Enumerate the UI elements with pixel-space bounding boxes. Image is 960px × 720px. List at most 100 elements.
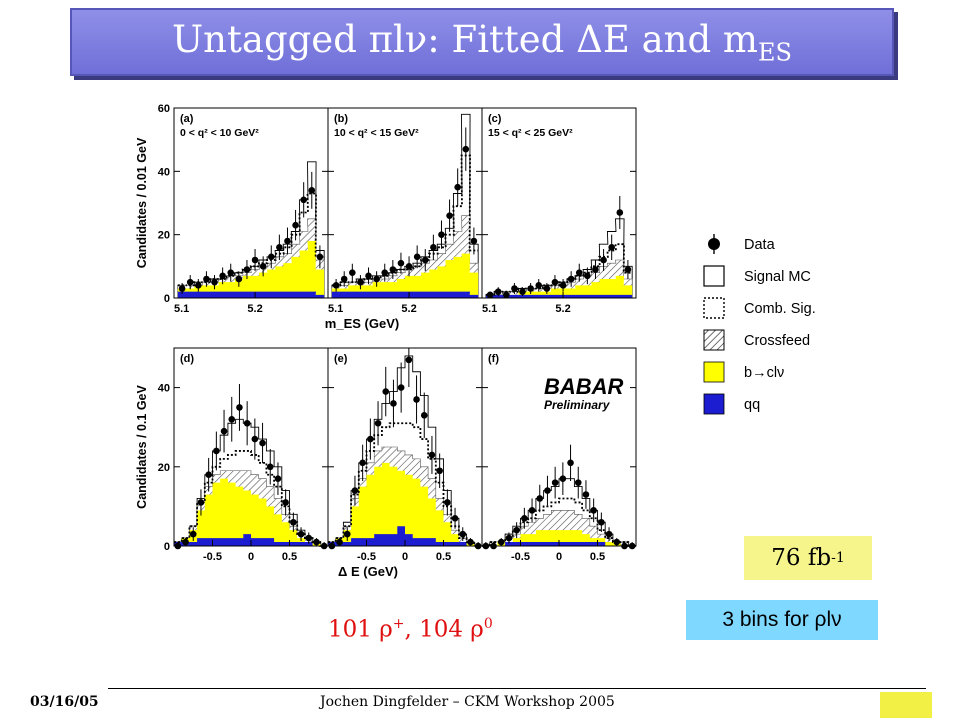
x-tick-label: 0 xyxy=(402,551,408,563)
data-point xyxy=(584,267,591,285)
title-banner: Untagged πlν: Fitted ΔE and mES xyxy=(70,8,894,76)
panel-label: (a) xyxy=(180,113,194,125)
data-point xyxy=(616,196,624,229)
data-point xyxy=(308,171,316,209)
panel-d: 0 20 40 -0.5 0 0.5 (d) xyxy=(158,347,329,563)
yield-rho-plus: 101 ρ xyxy=(328,616,393,643)
data-point xyxy=(613,538,621,546)
data-point xyxy=(205,457,212,492)
data-point xyxy=(543,283,551,294)
data-point xyxy=(438,220,445,249)
legend-item-cross: Crossfeed xyxy=(703,329,810,351)
data-point xyxy=(382,366,390,417)
luminosity-value: 76 fb xyxy=(771,545,832,571)
data-point xyxy=(197,489,205,516)
legend-item-signal: Signal MC xyxy=(703,265,811,287)
data-point xyxy=(336,538,343,546)
signal-mc-histogram xyxy=(331,113,479,299)
x-tick-label: 5.1 xyxy=(482,303,497,315)
data-point xyxy=(219,267,226,285)
data-point xyxy=(528,498,536,523)
comb-sig-histogram xyxy=(177,192,325,287)
data-point xyxy=(390,379,397,428)
data-point xyxy=(365,267,372,285)
data-point xyxy=(551,466,559,499)
data-point xyxy=(513,522,520,539)
data-point xyxy=(446,199,453,232)
data-point xyxy=(582,480,590,509)
data-point xyxy=(305,532,313,544)
comb-sig-histogram xyxy=(482,497,636,547)
data-point xyxy=(340,271,348,287)
data-point xyxy=(236,383,243,431)
data-point xyxy=(598,512,605,532)
data-point xyxy=(259,422,266,464)
y-tick-label: 20 xyxy=(158,462,170,474)
bcl-histogram xyxy=(174,478,328,546)
footer-date: 03/16/05 xyxy=(30,694,99,710)
data-point xyxy=(251,249,259,271)
data-point xyxy=(316,245,324,269)
babar-logo: BABAR Preliminary xyxy=(544,374,624,412)
y-tick-label: 60 xyxy=(158,103,170,115)
data-point xyxy=(575,263,583,282)
panel-cut-label: 15 < q² < 25 GeV² xyxy=(488,127,573,139)
data-point xyxy=(462,127,470,171)
footer-author: Jochen Dingfelder – CKM Workshop 2005 xyxy=(320,694,615,710)
data-point xyxy=(567,271,575,287)
x-tick-label: -0.5 xyxy=(357,551,376,563)
y-tick-label: 40 xyxy=(158,166,170,178)
data-point xyxy=(282,489,289,516)
x-tick-label: 0 xyxy=(556,551,562,563)
data-point xyxy=(420,392,428,439)
legend-label: Crossfeed xyxy=(744,333,810,349)
slide-title-main: Untagged πlν: Fitted ΔE and m xyxy=(172,17,759,61)
data-point xyxy=(536,484,544,513)
hatched-box-icon xyxy=(703,329,725,351)
y-tick-label: 0 xyxy=(164,293,170,305)
signal-yields: 101 ρ+, 104 ρ0 xyxy=(328,616,493,643)
legend-label: Signal MC xyxy=(744,269,811,285)
legend-item-bcl: b→clν xyxy=(703,361,784,383)
babar-logo-text: BABAR xyxy=(544,374,624,399)
data-point xyxy=(297,527,305,541)
qq-histogram xyxy=(331,291,479,298)
comb-sig-histogram xyxy=(331,154,479,287)
data-point xyxy=(343,527,351,541)
footer-color-block xyxy=(880,692,932,718)
data-point xyxy=(227,263,235,282)
data-point xyxy=(521,507,528,529)
data-point xyxy=(413,245,421,269)
data-point xyxy=(243,401,251,446)
panel-frame xyxy=(481,107,637,299)
data-point xyxy=(559,462,567,496)
data-point xyxy=(397,252,405,274)
legend-label: Comb. Sig. xyxy=(744,301,816,317)
slide-title-subscript: ES xyxy=(758,38,792,67)
data-point xyxy=(220,409,228,453)
x-axis-label: Δ E (GeV) xyxy=(338,564,398,579)
x-tick-label: 5.2 xyxy=(555,303,570,315)
data-point xyxy=(290,512,297,532)
yield-rho-zero-charge: 0 xyxy=(483,616,493,632)
panel-cut-label: 10 < q² < 15 GeV² xyxy=(334,127,419,139)
data-point xyxy=(397,362,405,413)
data-point xyxy=(551,275,559,290)
data-point xyxy=(213,431,220,471)
x-tick-label: -0.5 xyxy=(511,551,530,563)
data-point xyxy=(428,435,436,474)
data-point xyxy=(235,271,243,287)
panel-label: (d) xyxy=(180,353,194,365)
data-point xyxy=(430,234,437,260)
legend-label: qq xyxy=(744,397,760,413)
data-point xyxy=(367,418,374,460)
data-point xyxy=(266,449,274,485)
x-tick-label: 0 xyxy=(248,551,254,563)
panel-label: (e) xyxy=(334,353,348,365)
open-box-icon xyxy=(703,265,725,287)
data-point xyxy=(373,271,380,287)
panel-b: 5.1 5.2 (b) 10 < q² < 15 GeV² xyxy=(327,107,483,315)
x-tick-label: 0.5 xyxy=(436,551,451,563)
data-point xyxy=(505,532,513,544)
data-point xyxy=(203,271,210,287)
